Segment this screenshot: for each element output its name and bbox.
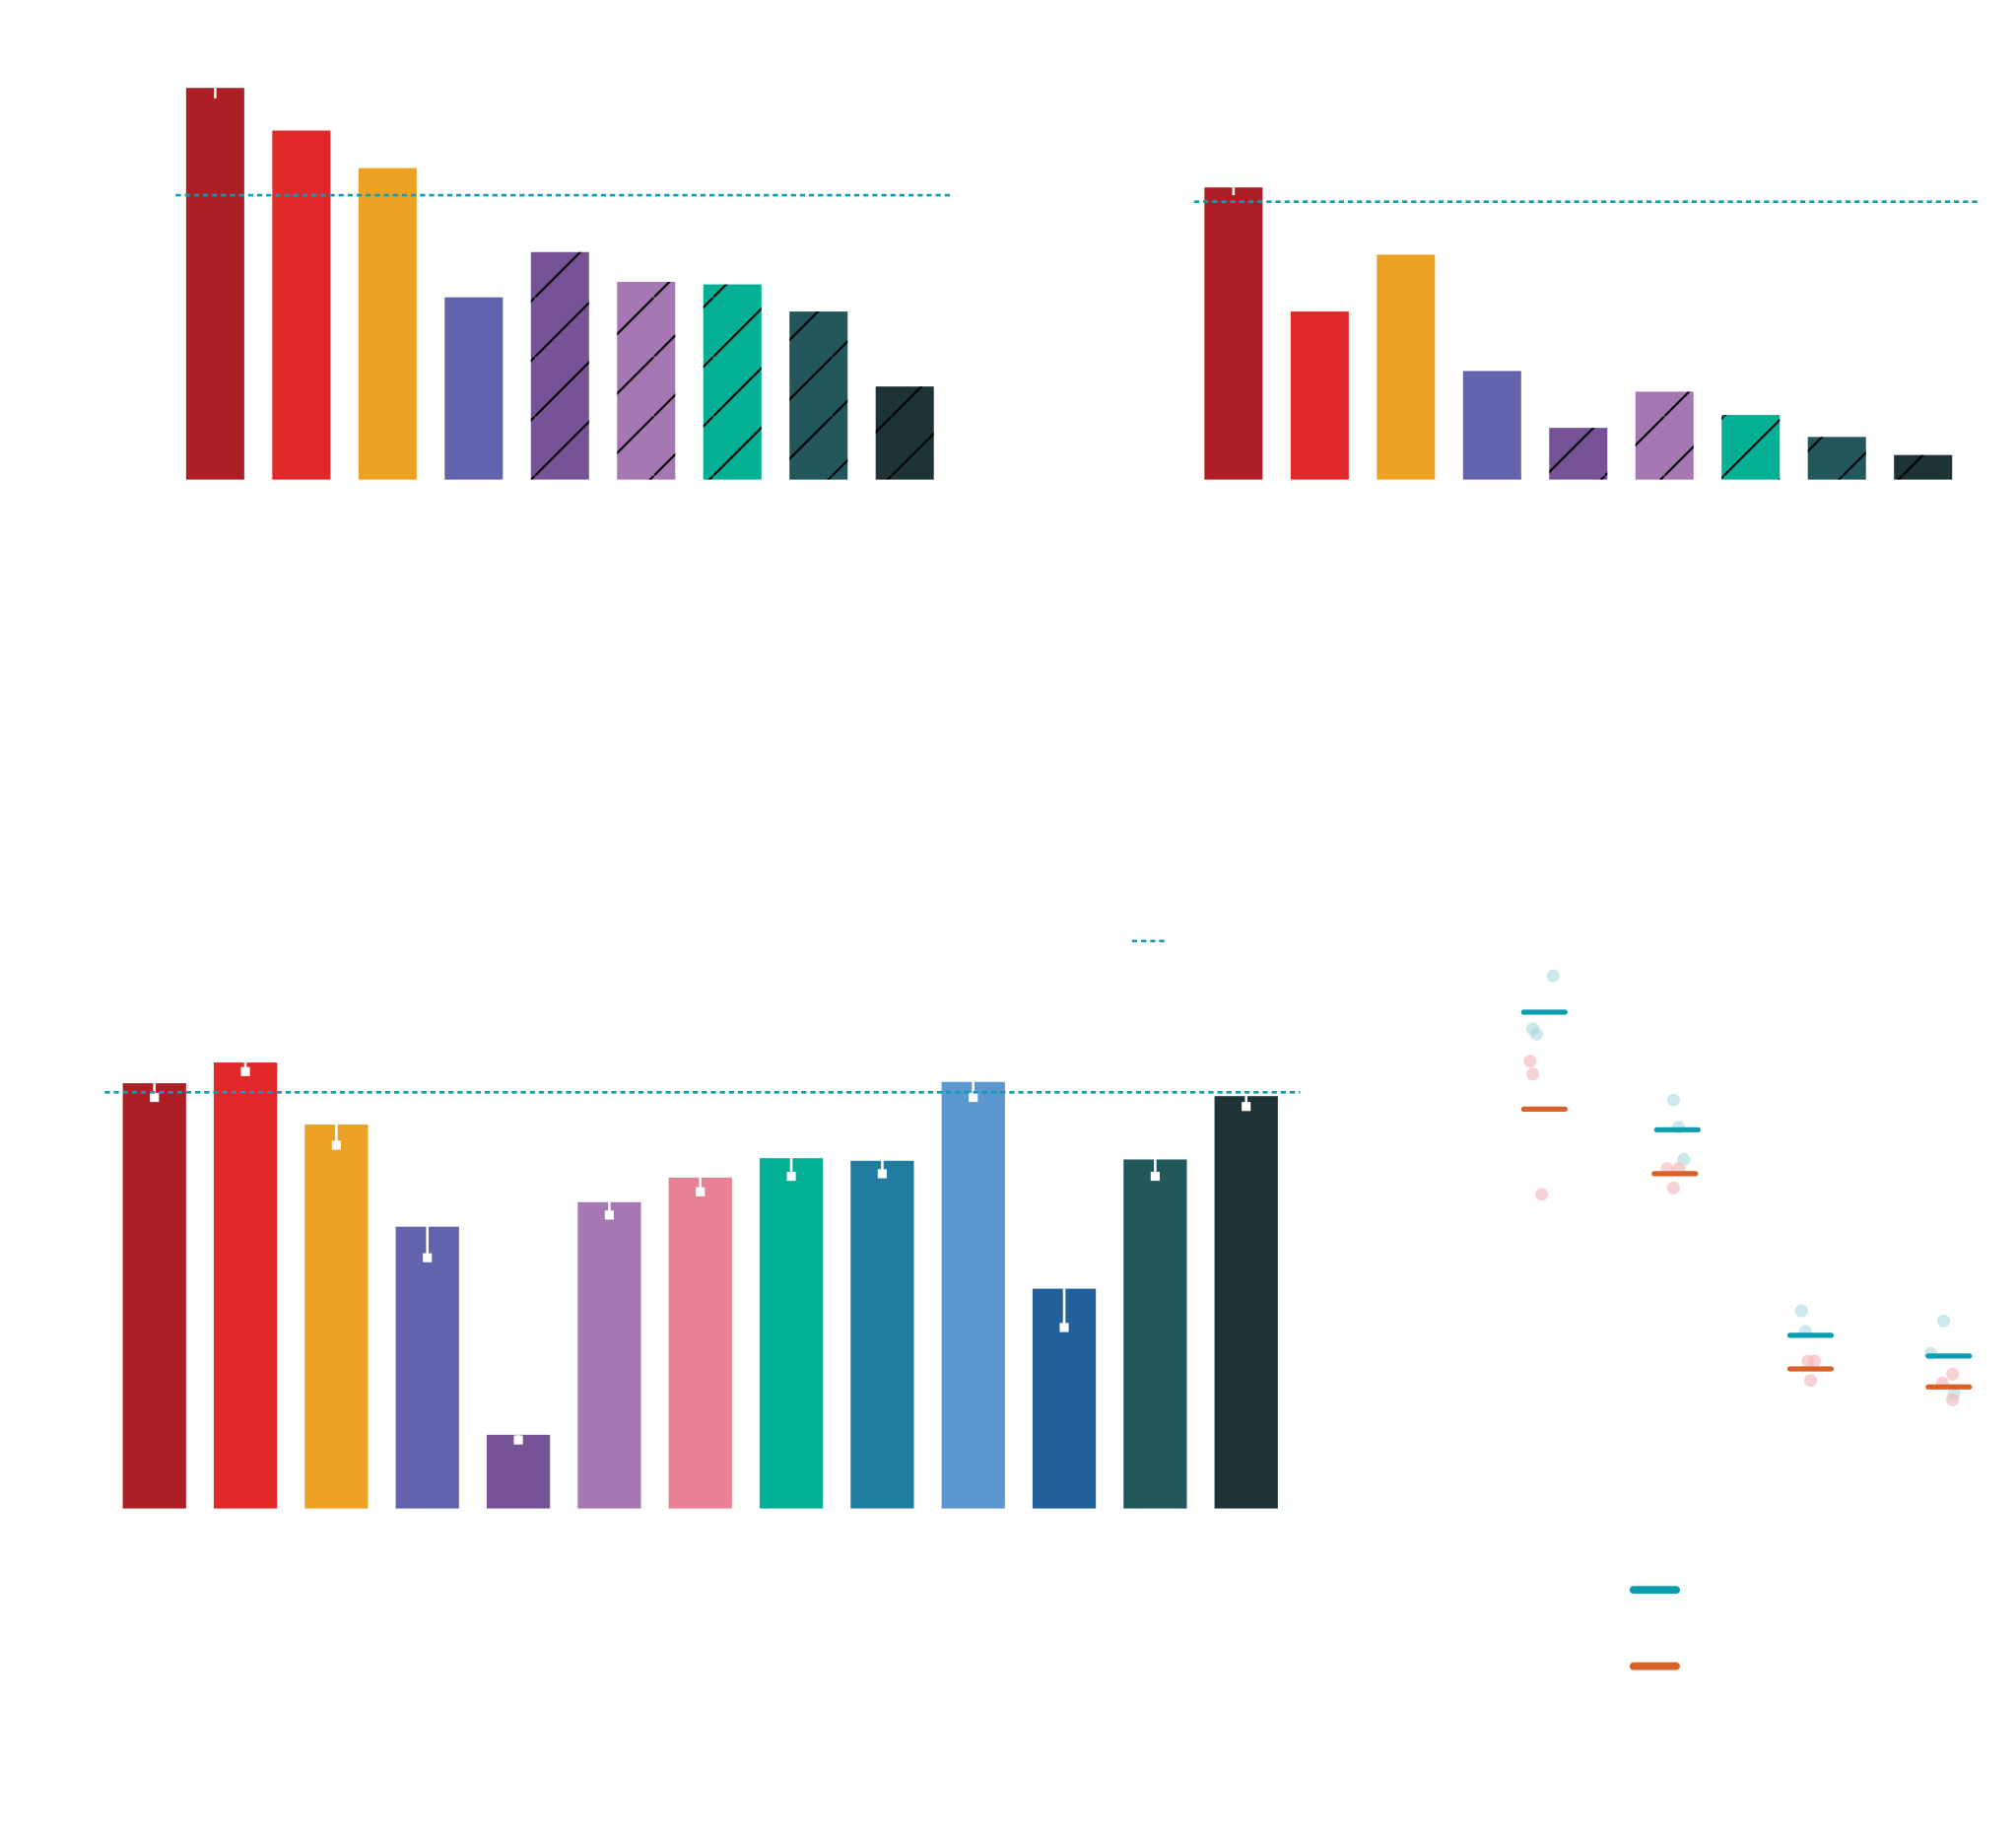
- top-left-bar-chart: [175, 88, 954, 480]
- bar: [1204, 187, 1263, 480]
- bar-hatch: [1894, 454, 1953, 480]
- error-marker: [423, 1253, 433, 1262]
- error-marker: [696, 1187, 706, 1196]
- bar: [1214, 1096, 1278, 1509]
- error-marker: [1059, 1323, 1069, 1332]
- bar: [122, 1083, 186, 1509]
- bar: [185, 88, 244, 480]
- error-marker: [877, 1169, 887, 1179]
- bar: [304, 1125, 369, 1509]
- bar: [1123, 1159, 1187, 1509]
- error-marker: [1242, 1102, 1251, 1112]
- data-point: [1946, 1367, 1960, 1381]
- bar: [941, 1081, 1005, 1509]
- bar-hatch: [875, 386, 934, 480]
- bar: [395, 1226, 459, 1509]
- error-marker: [513, 1435, 523, 1445]
- bar-hatch: [1635, 391, 1694, 480]
- data-point: [1525, 1067, 1540, 1081]
- data-point: [1946, 1393, 1960, 1406]
- data-point: [1535, 1188, 1549, 1201]
- bar: [444, 297, 504, 480]
- bar: [759, 1158, 824, 1509]
- bar: [1377, 254, 1436, 480]
- bar: [213, 1062, 278, 1509]
- error-marker: [331, 1140, 341, 1150]
- data-point: [1936, 1314, 1951, 1328]
- data-point: [1807, 1354, 1821, 1368]
- bar-hatch: [703, 284, 762, 480]
- data-point: [1546, 969, 1561, 983]
- error-marker: [604, 1210, 614, 1220]
- bottom-right-scatter-chart: [1520, 969, 1973, 1671]
- data-point: [1666, 1181, 1680, 1194]
- bar: [668, 1177, 732, 1509]
- bar-hatch: [789, 311, 848, 480]
- data-point: [1794, 1304, 1808, 1318]
- error-marker: [786, 1171, 796, 1182]
- bottom-left-bar-chart: [104, 1062, 1301, 1509]
- bar: [358, 168, 417, 480]
- bar-hatch: [617, 281, 676, 480]
- data-point: [1803, 1374, 1818, 1388]
- bar: [486, 1434, 551, 1509]
- data-point: [1523, 1055, 1537, 1068]
- bar-hatch: [1549, 428, 1608, 480]
- bar: [850, 1160, 914, 1509]
- bar: [1290, 311, 1349, 480]
- bar: [577, 1201, 641, 1509]
- bar-hatch: [530, 251, 589, 480]
- bar: [1462, 371, 1521, 480]
- error-marker: [1150, 1171, 1160, 1182]
- error-marker: [240, 1066, 250, 1076]
- bar-hatch: [1721, 415, 1781, 480]
- error-marker: [150, 1092, 160, 1103]
- top-right-bar-chart: [1193, 187, 1978, 480]
- data-point: [1666, 1093, 1680, 1107]
- data-point: [1529, 1027, 1543, 1041]
- error-marker: [969, 1092, 978, 1103]
- bar: [272, 130, 331, 480]
- bar-hatch: [1807, 437, 1866, 480]
